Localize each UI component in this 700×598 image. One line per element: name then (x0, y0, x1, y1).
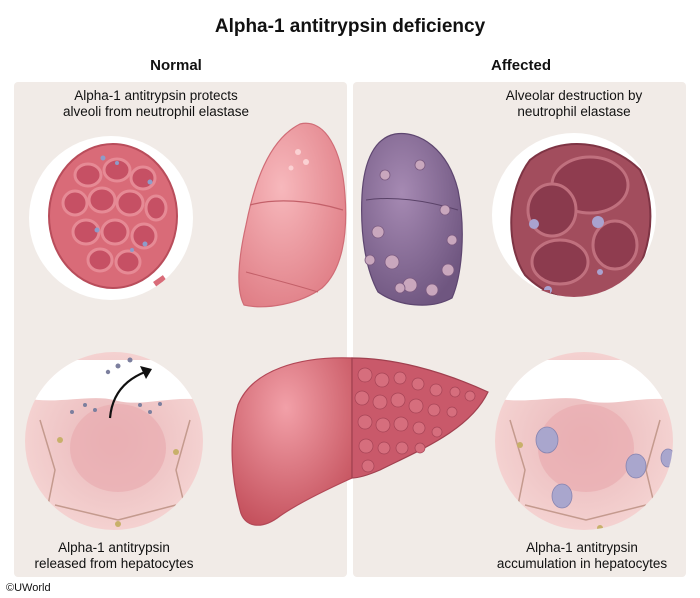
figure-title: Alpha-1 antitrypsin deficiency (214, 16, 486, 37)
affected-bottom-caption-line-2: accumulation in hepatocytes (496, 556, 668, 571)
affected-hepatocyte-circle (495, 352, 673, 530)
normal-top-caption-line-2: alveoli from neutrophil elastase (62, 104, 250, 119)
affected-alveoli-circle (492, 133, 656, 297)
affected-top-caption-line-1: Alveolar destruction by (505, 88, 643, 103)
normal-bottom-caption-line-1: Alpha-1 antitrypsin (58, 540, 170, 555)
copyright-label: ©UWorld (6, 582, 51, 594)
normal-heading: Normal (150, 57, 202, 74)
affected-bottom-caption-line-1: Alpha-1 antitrypsin (526, 540, 638, 555)
normal-bottom-caption: Alpha-1 antitrypsin released from hepato… (4, 540, 224, 572)
affected-top-caption-line-2: neutrophil elastase (517, 104, 631, 119)
normal-lung (238, 122, 347, 308)
normal-bottom-caption-line-2: released from hepatocytes (34, 556, 194, 571)
affected-bottom-caption: Alpha-1 antitrypsin accumulation in hepa… (472, 540, 692, 572)
normal-top-caption-line-1: Alpha-1 antitrypsin protects (74, 88, 238, 103)
affected-heading: Affected (490, 57, 551, 74)
normal-hepatocyte-circle (25, 352, 203, 530)
panel-divider (347, 82, 353, 577)
normal-alveoli-circle (29, 136, 193, 300)
affected-lung (361, 132, 463, 306)
liver (231, 357, 489, 526)
normal-top-caption: Alpha-1 antitrypsin protects alveoli fro… (46, 88, 266, 120)
affected-top-caption: Alveolar destruction by neutrophil elast… (464, 88, 684, 120)
